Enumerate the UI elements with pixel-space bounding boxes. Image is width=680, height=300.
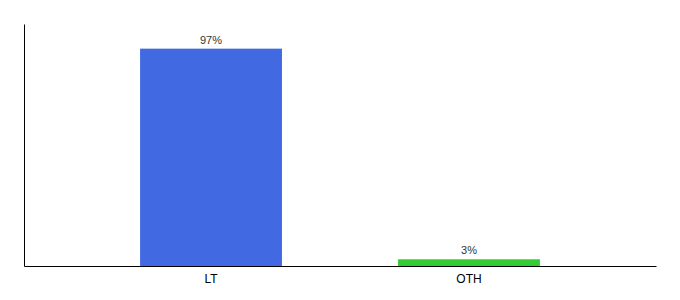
- bars: [140, 49, 540, 266]
- plot: LT OTH 97% 3%: [25, 25, 657, 286]
- data-label: 97%: [200, 34, 222, 46]
- x-tick: LT: [204, 272, 218, 286]
- bar: [398, 259, 540, 266]
- data-label: 3%: [461, 244, 477, 256]
- x-tick-label: OTH: [456, 272, 481, 286]
- data-labels: 97% 3%: [200, 34, 477, 257]
- bar: [140, 49, 282, 266]
- y-axis-line: [24, 25, 25, 267]
- x-tick-label: LT: [204, 272, 218, 286]
- chart: LT OTH 97% 3%: [0, 0, 680, 300]
- x-axis-line: [25, 266, 657, 267]
- y-axis: [24, 25, 25, 267]
- x-axis: LT OTH: [25, 267, 657, 286]
- x-tick: OTH: [456, 272, 481, 286]
